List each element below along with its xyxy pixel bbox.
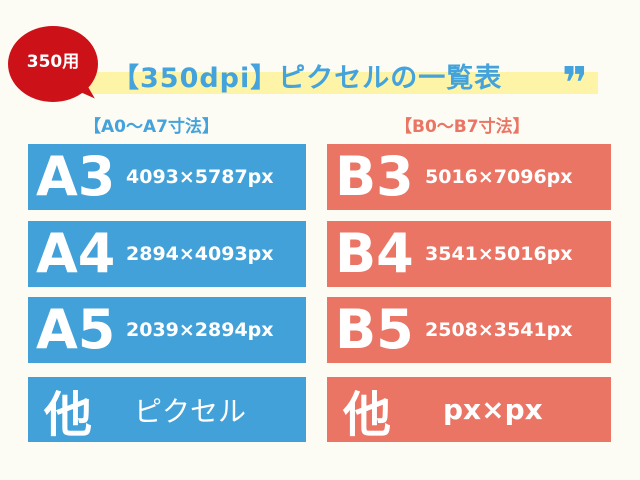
pixel-dims: 5016×7096px [425,166,573,188]
pixel-dims: 2894×4093px [126,243,274,265]
size-label: B4 [335,222,414,285]
b5-row: B5 2508×3541px [327,297,611,363]
b3-row: B3 5016×7096px [327,144,611,210]
pixel-dims: px×px [443,393,543,426]
size-label: B5 [335,298,414,361]
size-label: B3 [335,145,414,208]
a4-row: A4 2894×4093px [28,221,306,287]
size-label: A5 [36,298,116,361]
a-heading: 【A0～A7寸法】 [84,117,219,137]
pixel-dims: 4093×5787px [126,166,274,188]
size-label: 他 [44,386,93,443]
page-title: 【350dpi】ピクセルの一覧表 [112,63,503,94]
size-label: 他 [343,386,392,443]
title-highlight [38,72,598,94]
size-label: A4 [36,222,116,285]
b4-row: B4 3541×5016px [327,221,611,287]
pixel-dims: ピクセル [134,394,247,428]
dpi-badge: 350用 [8,26,98,102]
pixel-dims: 2039×2894px [126,319,274,341]
size-label: A3 [36,145,116,208]
a3-row: A3 4093×5787px [28,144,306,210]
a-other-row: 他 ピクセル [28,377,306,443]
b-other-row: 他 px×px [327,377,611,443]
pixel-dims: 2508×3541px [425,319,573,341]
b-heading: 【B0～B7寸法】 [395,117,530,137]
quote-icon: ❞ [562,58,588,109]
a5-row: A5 2039×2894px [28,297,306,363]
pixel-dims: 3541×5016px [425,243,573,265]
